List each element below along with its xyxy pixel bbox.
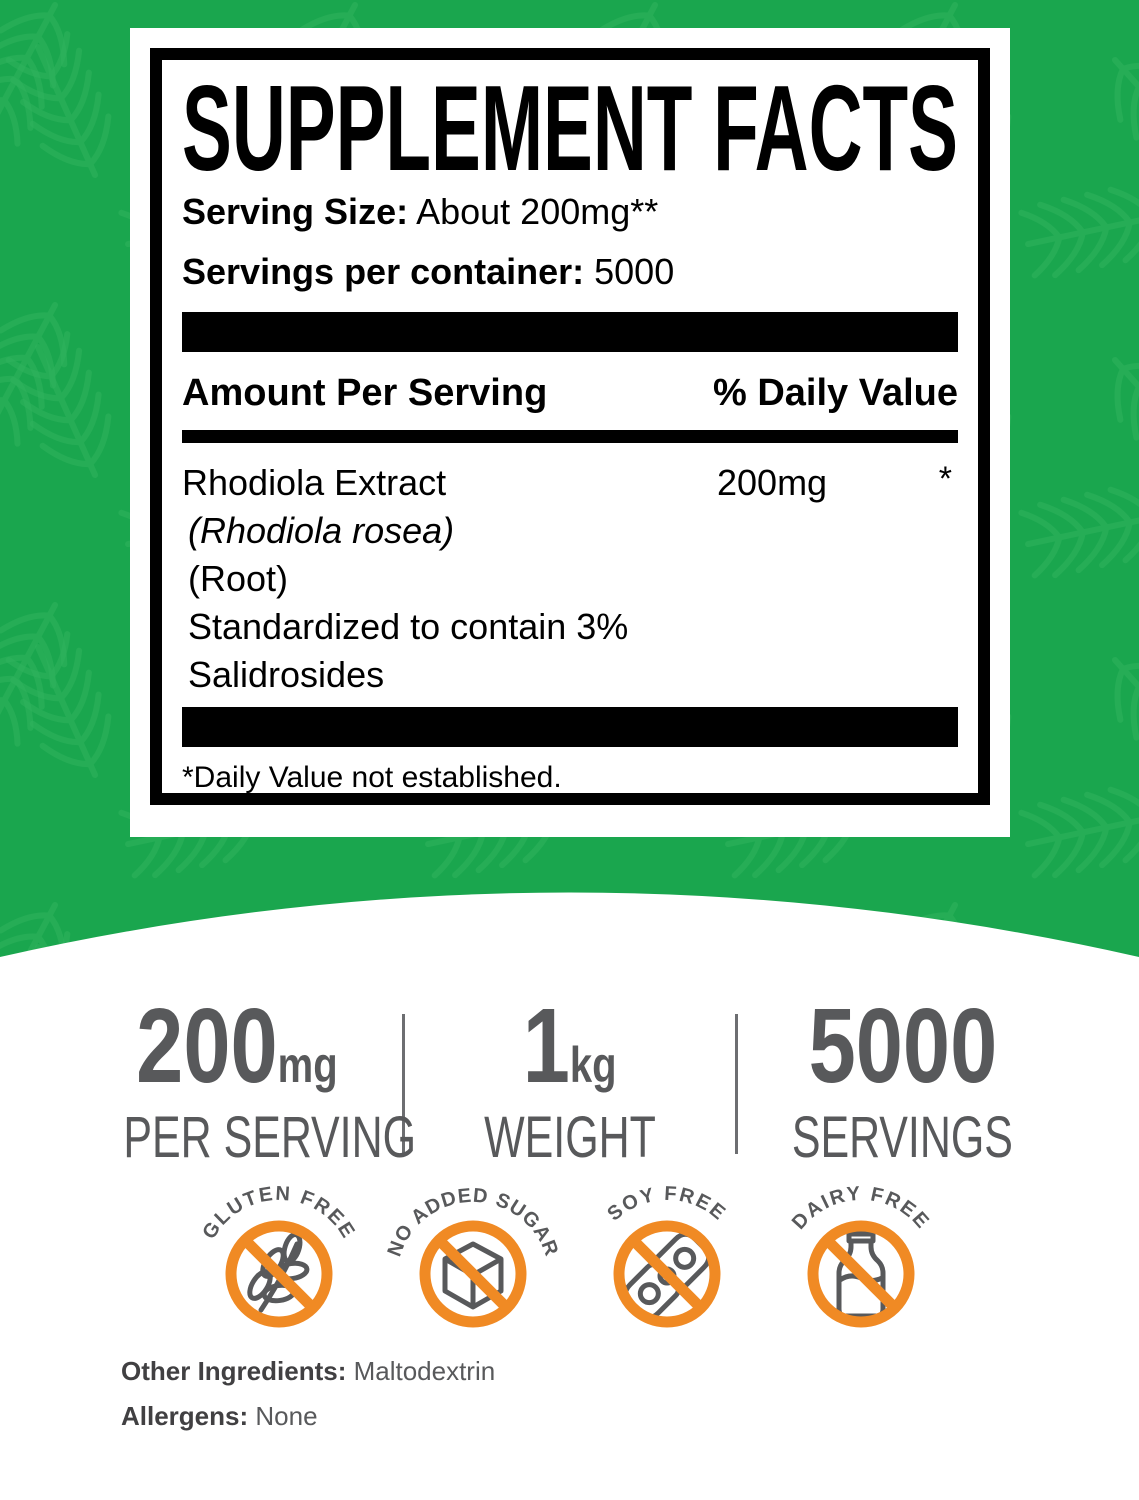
prohibition-sign: [225, 1220, 332, 1328]
stat-weight-label-wrap: WEIGHT: [405, 1109, 735, 1167]
facts-header-row: Amount Per Serving % Daily Value: [182, 370, 958, 416]
stat-weight-unit: kg: [569, 1037, 617, 1093]
soy-free-badge: SOY FREE: [603, 1183, 730, 1328]
facts-border-box: SUPPLEMENT FACTS Serving Size: About 200…: [150, 48, 990, 805]
supplement-facts-card: SUPPLEMENT FACTS Serving Size: About 200…: [130, 28, 1010, 837]
stat-servings-number: 5000: [808, 993, 997, 1099]
amount-per-serving-header: Amount Per Serving: [182, 372, 548, 414]
other-ingredients-label: Other Ingredients:: [121, 1356, 347, 1386]
ingredient-plant-part: (Root): [188, 558, 289, 599]
soy-free-label: SOY FREE: [603, 1183, 728, 1226]
ingredient-latin-name: (Rhodiola rosea): [188, 510, 455, 551]
serving-size-line: Serving Size: About 200mg**: [182, 190, 958, 234]
allergens-value: None: [248, 1401, 318, 1431]
gluten-free-badge: GLUTEN FREE: [198, 1183, 359, 1328]
stat-weight-value: 1: [522, 987, 570, 1105]
svg-text:SOY FREE: SOY FREE: [603, 1183, 730, 1226]
ingredient-compound: Salidrosides: [188, 654, 385, 695]
other-ingredients-line: Other Ingredients: Maltodextrin: [121, 1356, 495, 1387]
ingredient-name-block: Rhodiola Extract (Rhodiola rosea) (Root)…: [182, 459, 717, 699]
stats-band: 200mg PER SERVING 1kg WEIGHT 5000 SERVIN…: [0, 993, 1139, 1167]
servings-value: 5000: [584, 251, 675, 292]
stats-divider-right: [734, 1014, 738, 1154]
footer-ingredients: Other Ingredients: Maltodextrin Allergen…: [121, 1356, 495, 1432]
ingredient-row: Rhodiola Extract (Rhodiola rosea) (Root)…: [182, 459, 958, 699]
stat-per-serving-number: 200mg: [136, 993, 337, 1099]
divider-bar-bottom: [182, 707, 958, 747]
divider-bar-top: [182, 312, 958, 352]
allergens-label: Allergens:: [121, 1401, 249, 1431]
stat-servings-label: SERVINGS: [791, 1105, 1014, 1170]
ingredient-standardization: Standardized to contain 3%: [188, 606, 629, 647]
daily-value-header: % Daily Value: [712, 372, 958, 414]
ingredient-name: Rhodiola Extract: [182, 462, 447, 503]
ingredient-amount: 200mg: [717, 462, 828, 503]
servings-per-container-line: Servings per container: 5000: [182, 250, 958, 294]
divider-bar-header: [182, 430, 958, 443]
stat-weight: 1kg WEIGHT: [405, 993, 735, 1167]
ingredient-daily-value: *: [938, 460, 952, 498]
stat-per-serving-unit: mg: [277, 1037, 338, 1093]
stat-per-serving-label: PER SERVING: [122, 1105, 416, 1170]
facts-title-svg: SUPPLEMENT FACTS: [182, 72, 958, 182]
serving-size-value: About 200mg**: [408, 191, 659, 232]
svg-text:GLUTEN FREE: GLUTEN FREE: [198, 1183, 359, 1244]
stat-servings-label-wrap: SERVINGS: [738, 1109, 1068, 1167]
stat-servings: 5000 SERVINGS: [738, 993, 1068, 1167]
servings-label: Servings per container:: [182, 251, 585, 292]
daily-value-footnote: *Daily Value not established.: [182, 761, 562, 794]
prohibition-sign: [419, 1220, 526, 1328]
stat-per-serving: 200mg PER SERVING: [72, 993, 416, 1167]
prohibition-sign: [613, 1220, 720, 1328]
dairy-free-badge: DAIRY FREE: [787, 1183, 932, 1328]
stats-divider-left: [401, 1014, 405, 1154]
dietary-badges-row: GLUTEN FREE NO ADDED SUGA: [0, 1170, 1139, 1330]
facts-title: SUPPLEMENT FACTS: [182, 72, 958, 182]
no-added-sugar-badge: NO ADDED SUGAR: [383, 1185, 561, 1328]
stat-per-serving-value: 200: [135, 987, 278, 1105]
stat-weight-label: WEIGHT: [483, 1105, 656, 1170]
allergens-line: Allergens: None: [121, 1401, 495, 1432]
stat-weight-number: 1kg: [523, 993, 617, 1099]
stat-servings-value: 5000: [808, 987, 997, 1105]
prohibition-sign: [807, 1220, 914, 1328]
stat-per-serving-label-wrap: PER SERVING: [72, 1109, 416, 1167]
gluten-free-label: GLUTEN FREE: [198, 1183, 357, 1244]
other-ingredients-value: Maltodextrin: [346, 1356, 496, 1386]
serving-size-label: Serving Size:: [182, 191, 409, 232]
